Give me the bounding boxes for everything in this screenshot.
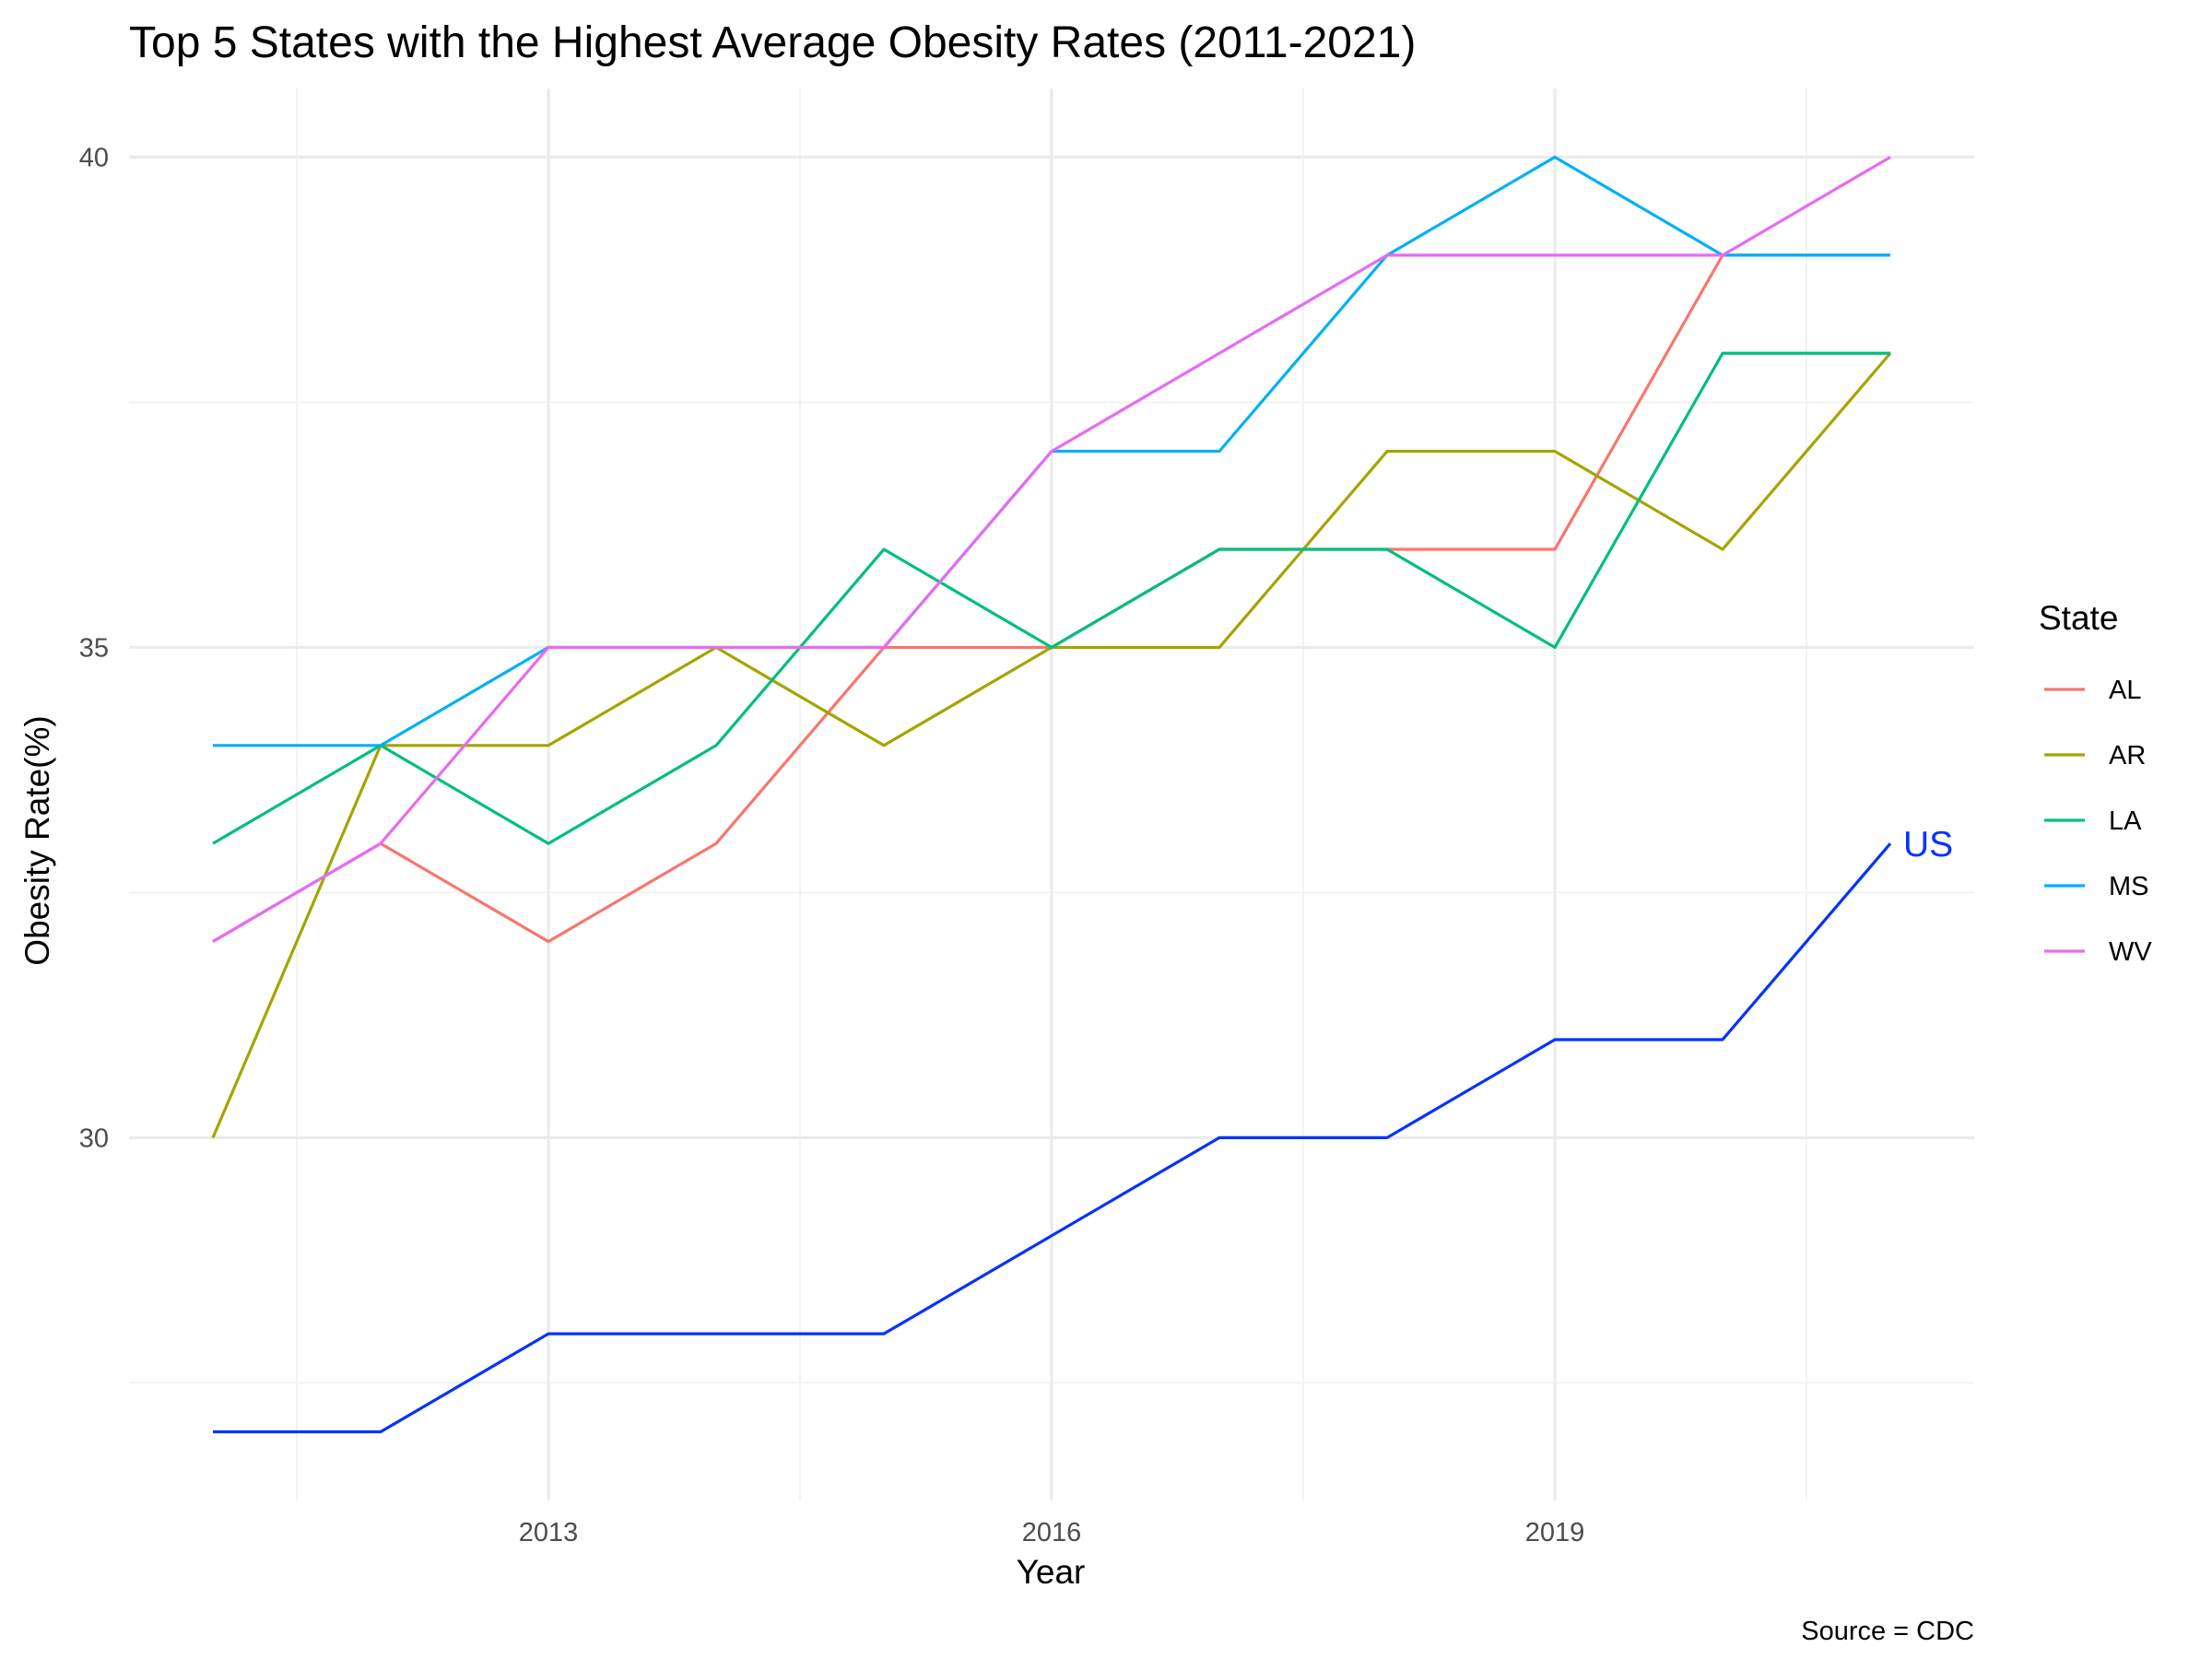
legend: AL AR LA MS WV bbox=[2044, 676, 2152, 967]
series-line-us bbox=[213, 842, 1892, 1434]
series-line-wv bbox=[212, 156, 1891, 943]
legend-label-al: AL bbox=[2109, 676, 2141, 705]
series-lines bbox=[211, 155, 1892, 1434]
legend-label-la: LA bbox=[2109, 806, 2142, 836]
legend-label-wv: WV bbox=[2109, 937, 2152, 967]
x-tick-label: 2019 bbox=[1525, 1518, 1585, 1547]
y-tick-label: 40 bbox=[79, 143, 109, 172]
us-series-label: US bbox=[1903, 825, 1953, 865]
x-tick-label: 2013 bbox=[519, 1518, 579, 1547]
series-line-la bbox=[212, 351, 1890, 845]
y-axis-ticks: 30 35 40 bbox=[79, 143, 109, 1153]
y-tick-label: 35 bbox=[79, 633, 109, 663]
y-tick-label: 30 bbox=[79, 1124, 109, 1153]
legend-label-ms: MS bbox=[2109, 872, 2149, 901]
legend-label-ar: AR bbox=[2109, 741, 2146, 771]
chart-title: Top 5 States with the Highest Average Ob… bbox=[129, 18, 1416, 67]
legend-title: State bbox=[2039, 599, 2118, 637]
caption: Source = CDC bbox=[1801, 1617, 1974, 1646]
x-axis-ticks: 2013 2016 2019 bbox=[519, 1518, 1585, 1547]
grid-major bbox=[129, 88, 1974, 1500]
x-tick-label: 2016 bbox=[1022, 1518, 1082, 1547]
y-axis-title: Obesity Rate(%) bbox=[18, 715, 56, 965]
x-axis-title: Year bbox=[1017, 1553, 1086, 1591]
